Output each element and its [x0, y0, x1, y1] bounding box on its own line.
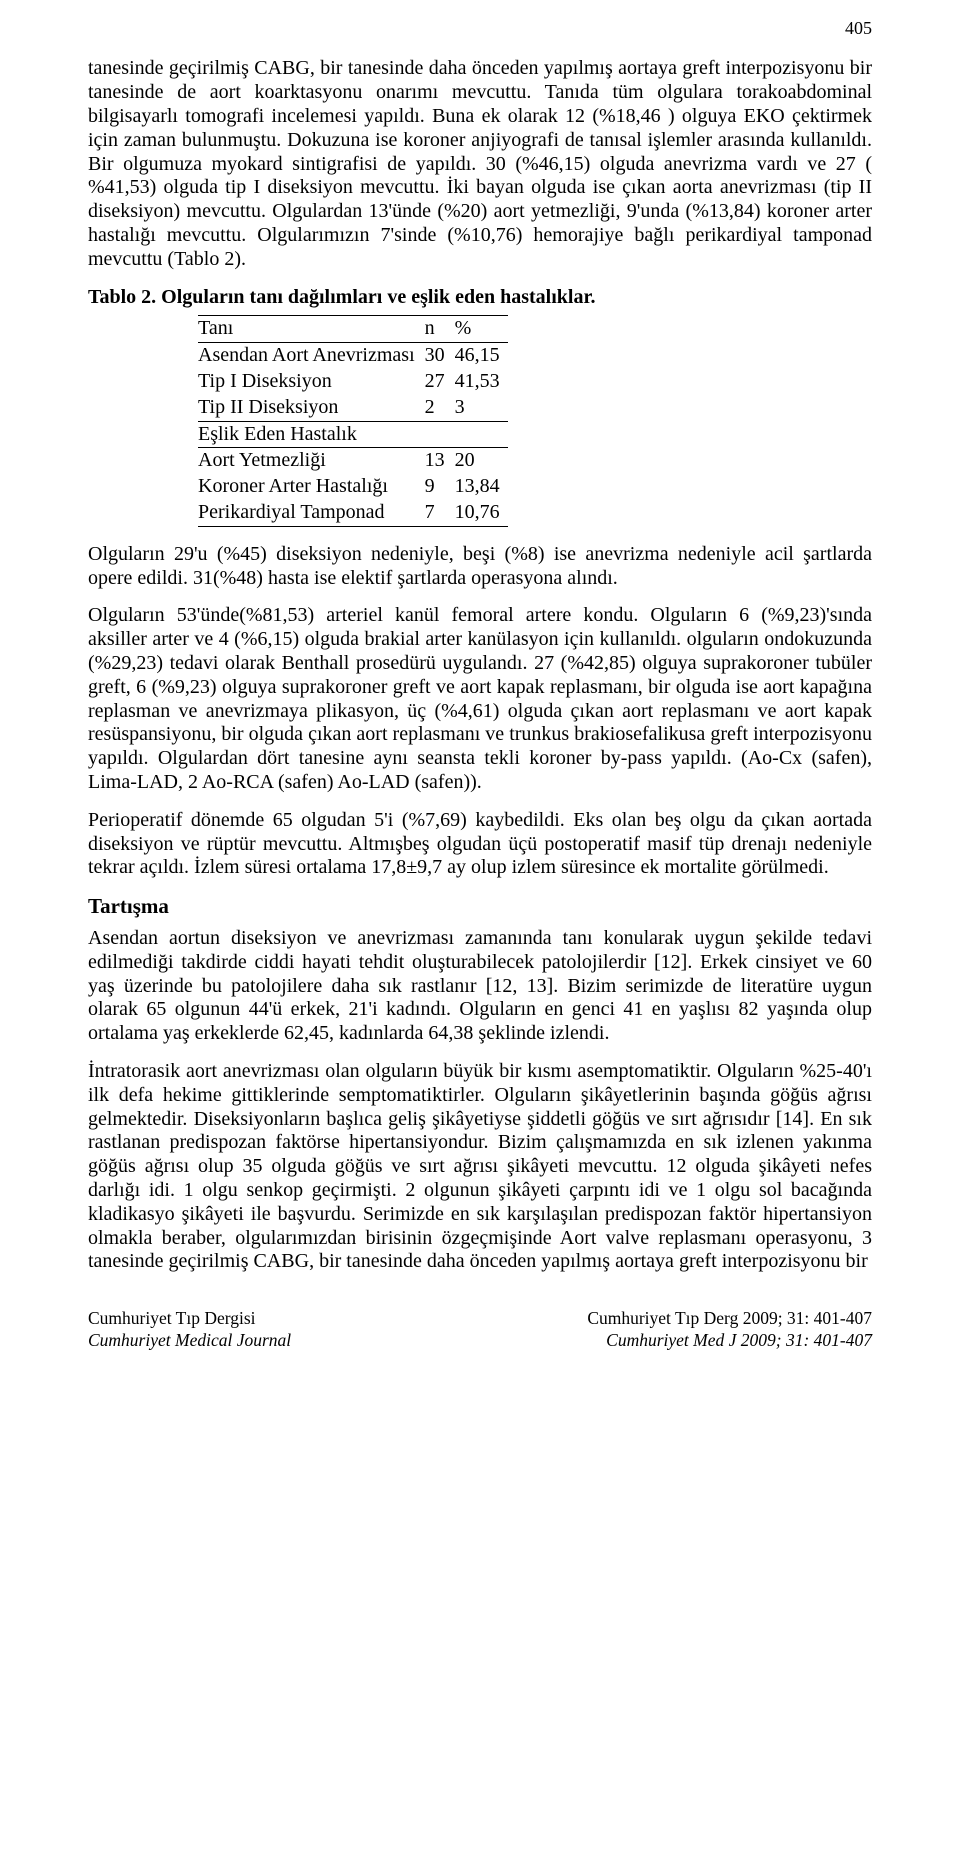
cell-n [423, 421, 453, 448]
footer-left: Cumhuriyet Tıp Dergisi Cumhuriyet Medica… [88, 1308, 291, 1352]
table-row: Asendan Aort Anevrizması 30 46,15 [198, 343, 508, 369]
paragraph-2: Olguların 29'u (%45) diseksiyon nedeniyl… [88, 543, 872, 591]
cell-label: Koroner Arter Hastalığı [198, 474, 423, 500]
cell-pct: 10,76 [453, 500, 508, 526]
table-header-row: Tanı n % [198, 316, 508, 343]
table-row: Tip II Diseksiyon 2 3 [198, 395, 508, 421]
cell-n: 30 [423, 343, 453, 369]
section-heading-discussion: Tartışma [88, 894, 872, 919]
col-label: Tanı [198, 316, 423, 343]
cell-n: 9 [423, 474, 453, 500]
paragraph-5: Asendan aortun diseksiyon ve anevrizması… [88, 927, 872, 1046]
col-pct: % [453, 316, 508, 343]
footer-right: Cumhuriyet Tıp Derg 2009; 31: 401-407 Cu… [587, 1308, 872, 1352]
cell-label: Tip I Diseksiyon [198, 369, 423, 395]
cell-pct: 13,84 [453, 474, 508, 500]
cell-pct: 20 [453, 448, 508, 474]
cell-pct: 46,15 [453, 343, 508, 369]
paragraph-4: Perioperatif dönemde 65 olgudan 5'i (%7,… [88, 809, 872, 880]
table-row: Tip I Diseksiyon 27 41,53 [198, 369, 508, 395]
table-section-header: Eşlik Eden Hastalık [198, 421, 508, 448]
cell-n: 27 [423, 369, 453, 395]
cell-label: Asendan Aort Anevrizması [198, 343, 423, 369]
col-n: n [423, 316, 453, 343]
cell-pct [453, 421, 508, 448]
citation-tr: Cumhuriyet Tıp Derg 2009; 31: 401-407 [587, 1308, 872, 1330]
citation-en: Cumhuriyet Med J 2009; 31: 401-407 [587, 1330, 872, 1352]
cell-n: 13 [423, 448, 453, 474]
cell-n: 2 [423, 395, 453, 421]
paragraph-3: Olguların 53'ünde(%81,53) arteriel kanül… [88, 604, 872, 794]
cell-pct: 41,53 [453, 369, 508, 395]
table-row: Aort Yetmezliği 13 20 [198, 448, 508, 474]
cell-label: Aort Yetmezliği [198, 448, 423, 474]
journal-name-en: Cumhuriyet Medical Journal [88, 1330, 291, 1352]
table-row: Koroner Arter Hastalığı 9 13,84 [198, 474, 508, 500]
diagnosis-table: Tanı n % Asendan Aort Anevrizması 30 46,… [198, 315, 508, 526]
page-number: 405 [88, 18, 872, 39]
table-row: Perikardiyal Tamponad 7 10,76 [198, 500, 508, 526]
cell-n: 7 [423, 500, 453, 526]
paragraph-6: İntratorasik aort anevrizması olan olgul… [88, 1060, 872, 1274]
cell-label: Tip II Diseksiyon [198, 395, 423, 421]
table-caption: Tablo 2. Olguların tanı dağılımları ve e… [88, 286, 872, 310]
cell-label: Perikardiyal Tamponad [198, 500, 423, 526]
cell-label: Eşlik Eden Hastalık [198, 421, 423, 448]
page-footer: Cumhuriyet Tıp Dergisi Cumhuriyet Medica… [88, 1308, 872, 1352]
paragraph-1: tanesinde geçirilmiş CABG, bir tanesinde… [88, 57, 872, 271]
cell-pct: 3 [453, 395, 508, 421]
journal-name-tr: Cumhuriyet Tıp Dergisi [88, 1308, 291, 1330]
